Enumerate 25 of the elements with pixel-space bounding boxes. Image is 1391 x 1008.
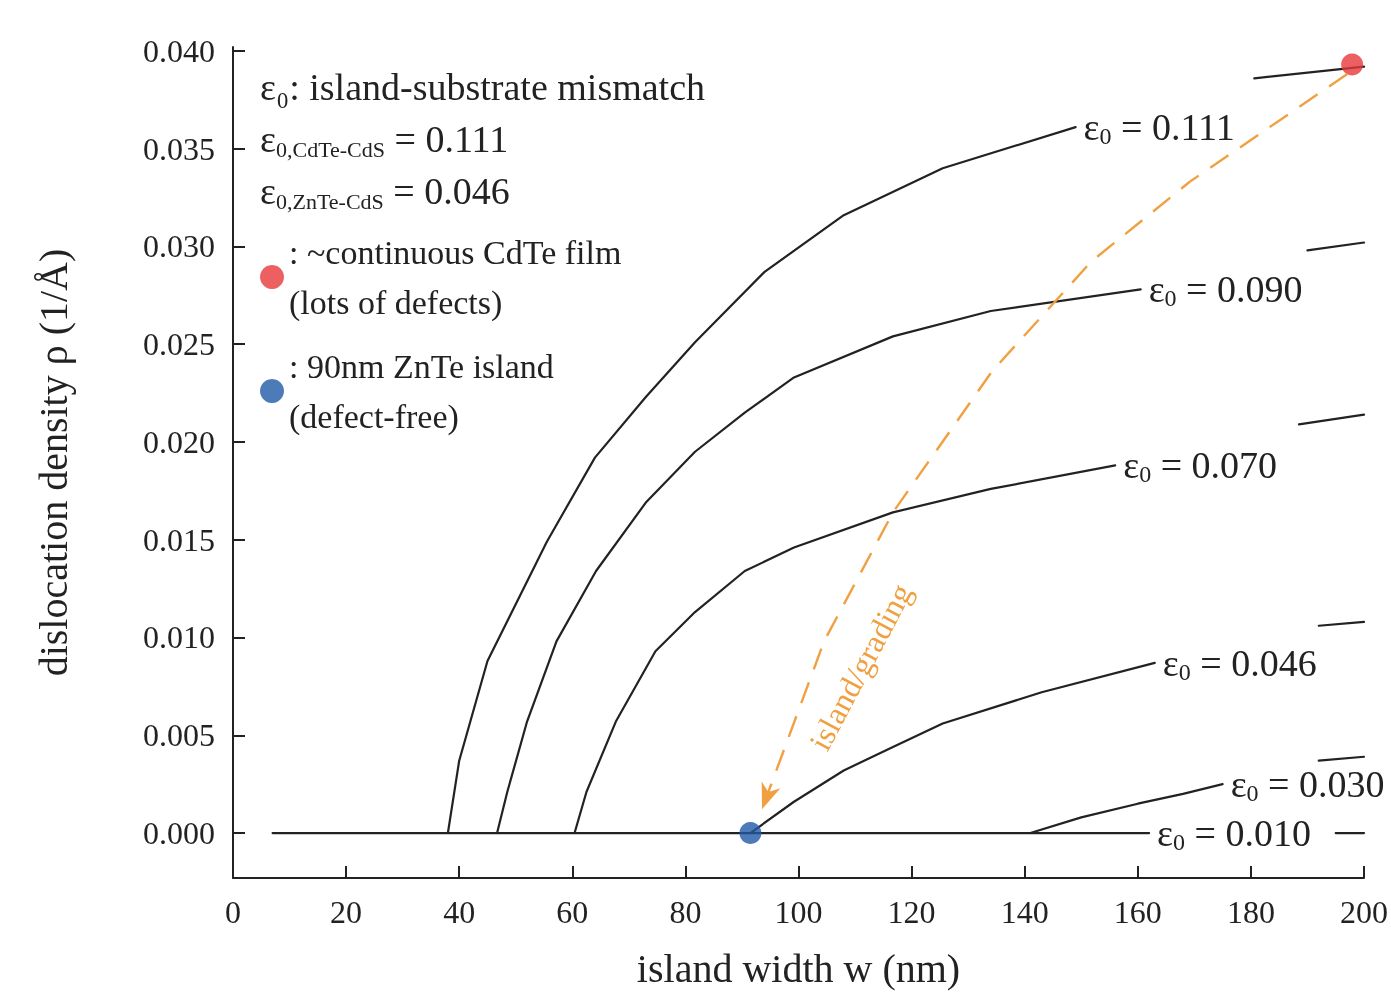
y-axis-title: dislocation density ρ (1/Å) — [30, 248, 76, 677]
x-tick-label: 0 — [225, 894, 241, 930]
y-tick-label: 0.010 — [143, 619, 215, 656]
x-tick-label: 160 — [1113, 894, 1162, 930]
y-tick-label: 0.005 — [143, 717, 215, 754]
y-tick-label: 0.025 — [143, 326, 215, 363]
y-tick-label: 0.000 — [143, 815, 215, 852]
x-tick-label: 60 — [556, 894, 589, 930]
legend-label: : ~continuous CdTe film (lots of defects) — [289, 233, 630, 322]
legend-label: : 90nm ZnTe island (defect-free) — [289, 347, 563, 436]
y-tick-label: 0.035 — [143, 130, 215, 167]
y-tick-label: 0.040 — [143, 32, 215, 69]
x-tick-label: 40 — [443, 894, 476, 930]
x-tick-label: 200 — [1340, 894, 1388, 930]
y-tick-label: 0.030 — [143, 228, 215, 265]
annotation: ε₀: island-substrate mismatch — [260, 66, 706, 108]
x-tick-label: 140 — [1000, 894, 1049, 930]
x-tick-label: 100 — [774, 894, 823, 930]
x-tick-label: 80 — [669, 894, 702, 930]
y-tick-label: 0.020 — [143, 423, 215, 460]
y-tick-label: 0.015 — [143, 521, 215, 558]
x-tick-label: 120 — [887, 894, 936, 930]
x-tick-label: 20 — [330, 894, 363, 930]
x-tick-label: 180 — [1226, 894, 1275, 930]
x-axis-title: island width w (nm) — [636, 945, 961, 991]
